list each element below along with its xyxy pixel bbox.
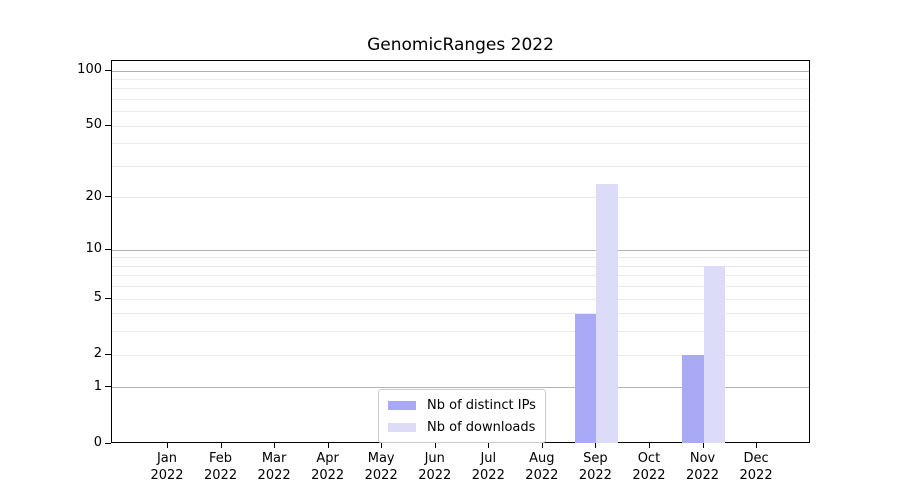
bar-distinct-ips — [682, 355, 704, 443]
x-axis-tick-label: Feb 2022 — [191, 450, 251, 484]
gridline-minor — [112, 78, 809, 80]
legend-swatch-downloads — [388, 422, 416, 432]
gridline-minor — [112, 298, 809, 300]
x-axis-year-label: 2022 — [632, 468, 666, 483]
x-axis-year-label: 2022 — [204, 468, 238, 483]
x-axis-tick — [541, 443, 543, 448]
y-axis-tick — [105, 353, 111, 355]
y-axis-tick — [105, 442, 111, 444]
gridline-minor — [112, 111, 809, 113]
y-axis-tick-label: 100 — [77, 62, 102, 78]
x-axis-tick-label: Mar 2022 — [244, 450, 304, 484]
x-axis-tick — [167, 443, 168, 448]
legend-label-distinct-ips: Nb of distinct IPs — [427, 397, 536, 413]
y-axis-tick — [105, 196, 111, 198]
gridline-minor — [112, 197, 809, 199]
legend: Nb of distinct IPs Nb of downloads — [378, 389, 546, 443]
x-axis-tick — [274, 443, 276, 448]
y-axis-tick-label: 0 — [93, 435, 102, 450]
plot-area — [111, 60, 810, 443]
y-axis-tick-label: 2 — [93, 346, 102, 362]
x-axis-tick-label: Dec 2022 — [726, 450, 786, 484]
x-axis-tick-label: Jan 2022 — [137, 450, 197, 484]
gridline-major — [112, 70, 809, 72]
x-axis-tick-label: Jun 2022 — [405, 450, 465, 484]
legend-item-distinct-ips: Nb of distinct IPs — [388, 395, 536, 415]
y-axis-tick — [105, 297, 111, 299]
x-axis-tick — [756, 443, 758, 448]
x-axis-tick — [648, 443, 650, 448]
bar-downloads — [703, 266, 725, 443]
chart-title: GenomicRanges 2022 — [367, 35, 554, 55]
x-axis-tick-label: Oct 2022 — [619, 450, 679, 484]
x-axis-year-label: 2022 — [257, 468, 291, 483]
gridline-minor — [112, 143, 809, 145]
gridline-minor — [112, 286, 809, 288]
legend-item-downloads: Nb of downloads — [388, 417, 536, 437]
x-axis-year-label: 2022 — [364, 468, 398, 483]
x-axis-year-label: 2022 — [525, 468, 559, 483]
y-axis-tick — [105, 386, 111, 388]
x-axis-tick-label: Nov 2022 — [673, 450, 733, 484]
y-axis-tick-label: 20 — [85, 188, 102, 204]
gridline-minor — [112, 125, 809, 127]
legend-swatch-distinct-ips — [388, 400, 416, 410]
x-axis-year-label: 2022 — [418, 468, 452, 483]
gridline-minor — [112, 354, 809, 356]
x-axis-tick — [595, 443, 597, 448]
x-axis-tick-label: Apr 2022 — [298, 450, 358, 484]
gridline-minor — [112, 275, 809, 277]
y-axis-tick-label: 1 — [93, 378, 102, 394]
gridline-minor — [112, 265, 809, 267]
x-axis-tick — [488, 443, 490, 448]
gridline-minor — [112, 331, 809, 333]
y-axis-tick — [105, 248, 111, 250]
bar-downloads — [596, 183, 618, 443]
y-axis-tick-label: 50 — [85, 117, 102, 133]
x-axis-year-label: 2022 — [578, 468, 612, 483]
y-axis-tick-label: 10 — [85, 241, 102, 257]
x-axis-year-label: 2022 — [311, 468, 345, 483]
y-axis-tick — [105, 124, 111, 126]
y-axis-tick — [105, 69, 111, 71]
x-axis-year-label: 2022 — [739, 468, 773, 483]
x-axis-tick-label: May 2022 — [351, 450, 411, 484]
gridline-minor — [112, 257, 809, 259]
gridline-minor — [112, 313, 809, 315]
x-axis-tick-label: Aug 2022 — [512, 450, 572, 484]
x-axis-tick-label: Sep 2022 — [565, 450, 625, 484]
gridline-minor — [112, 166, 809, 167]
x-axis-year-label: 2022 — [150, 468, 184, 483]
x-axis-tick — [702, 443, 704, 448]
x-axis-year-label: 2022 — [471, 468, 505, 483]
legend-label-downloads: Nb of downloads — [427, 419, 536, 435]
gridline-major — [112, 249, 809, 251]
x-axis-tick — [434, 443, 436, 448]
gridline-minor — [112, 99, 809, 101]
x-axis-tick-label: Jul 2022 — [458, 450, 518, 484]
gridline-major — [112, 387, 809, 389]
y-axis-tick-label: 5 — [93, 290, 102, 306]
x-axis-year-label: 2022 — [685, 468, 720, 483]
x-axis-tick — [381, 443, 383, 448]
x-axis-tick — [327, 443, 329, 448]
x-axis-tick — [220, 443, 222, 448]
gridline-minor — [112, 88, 809, 90]
bar-distinct-ips — [574, 313, 597, 443]
